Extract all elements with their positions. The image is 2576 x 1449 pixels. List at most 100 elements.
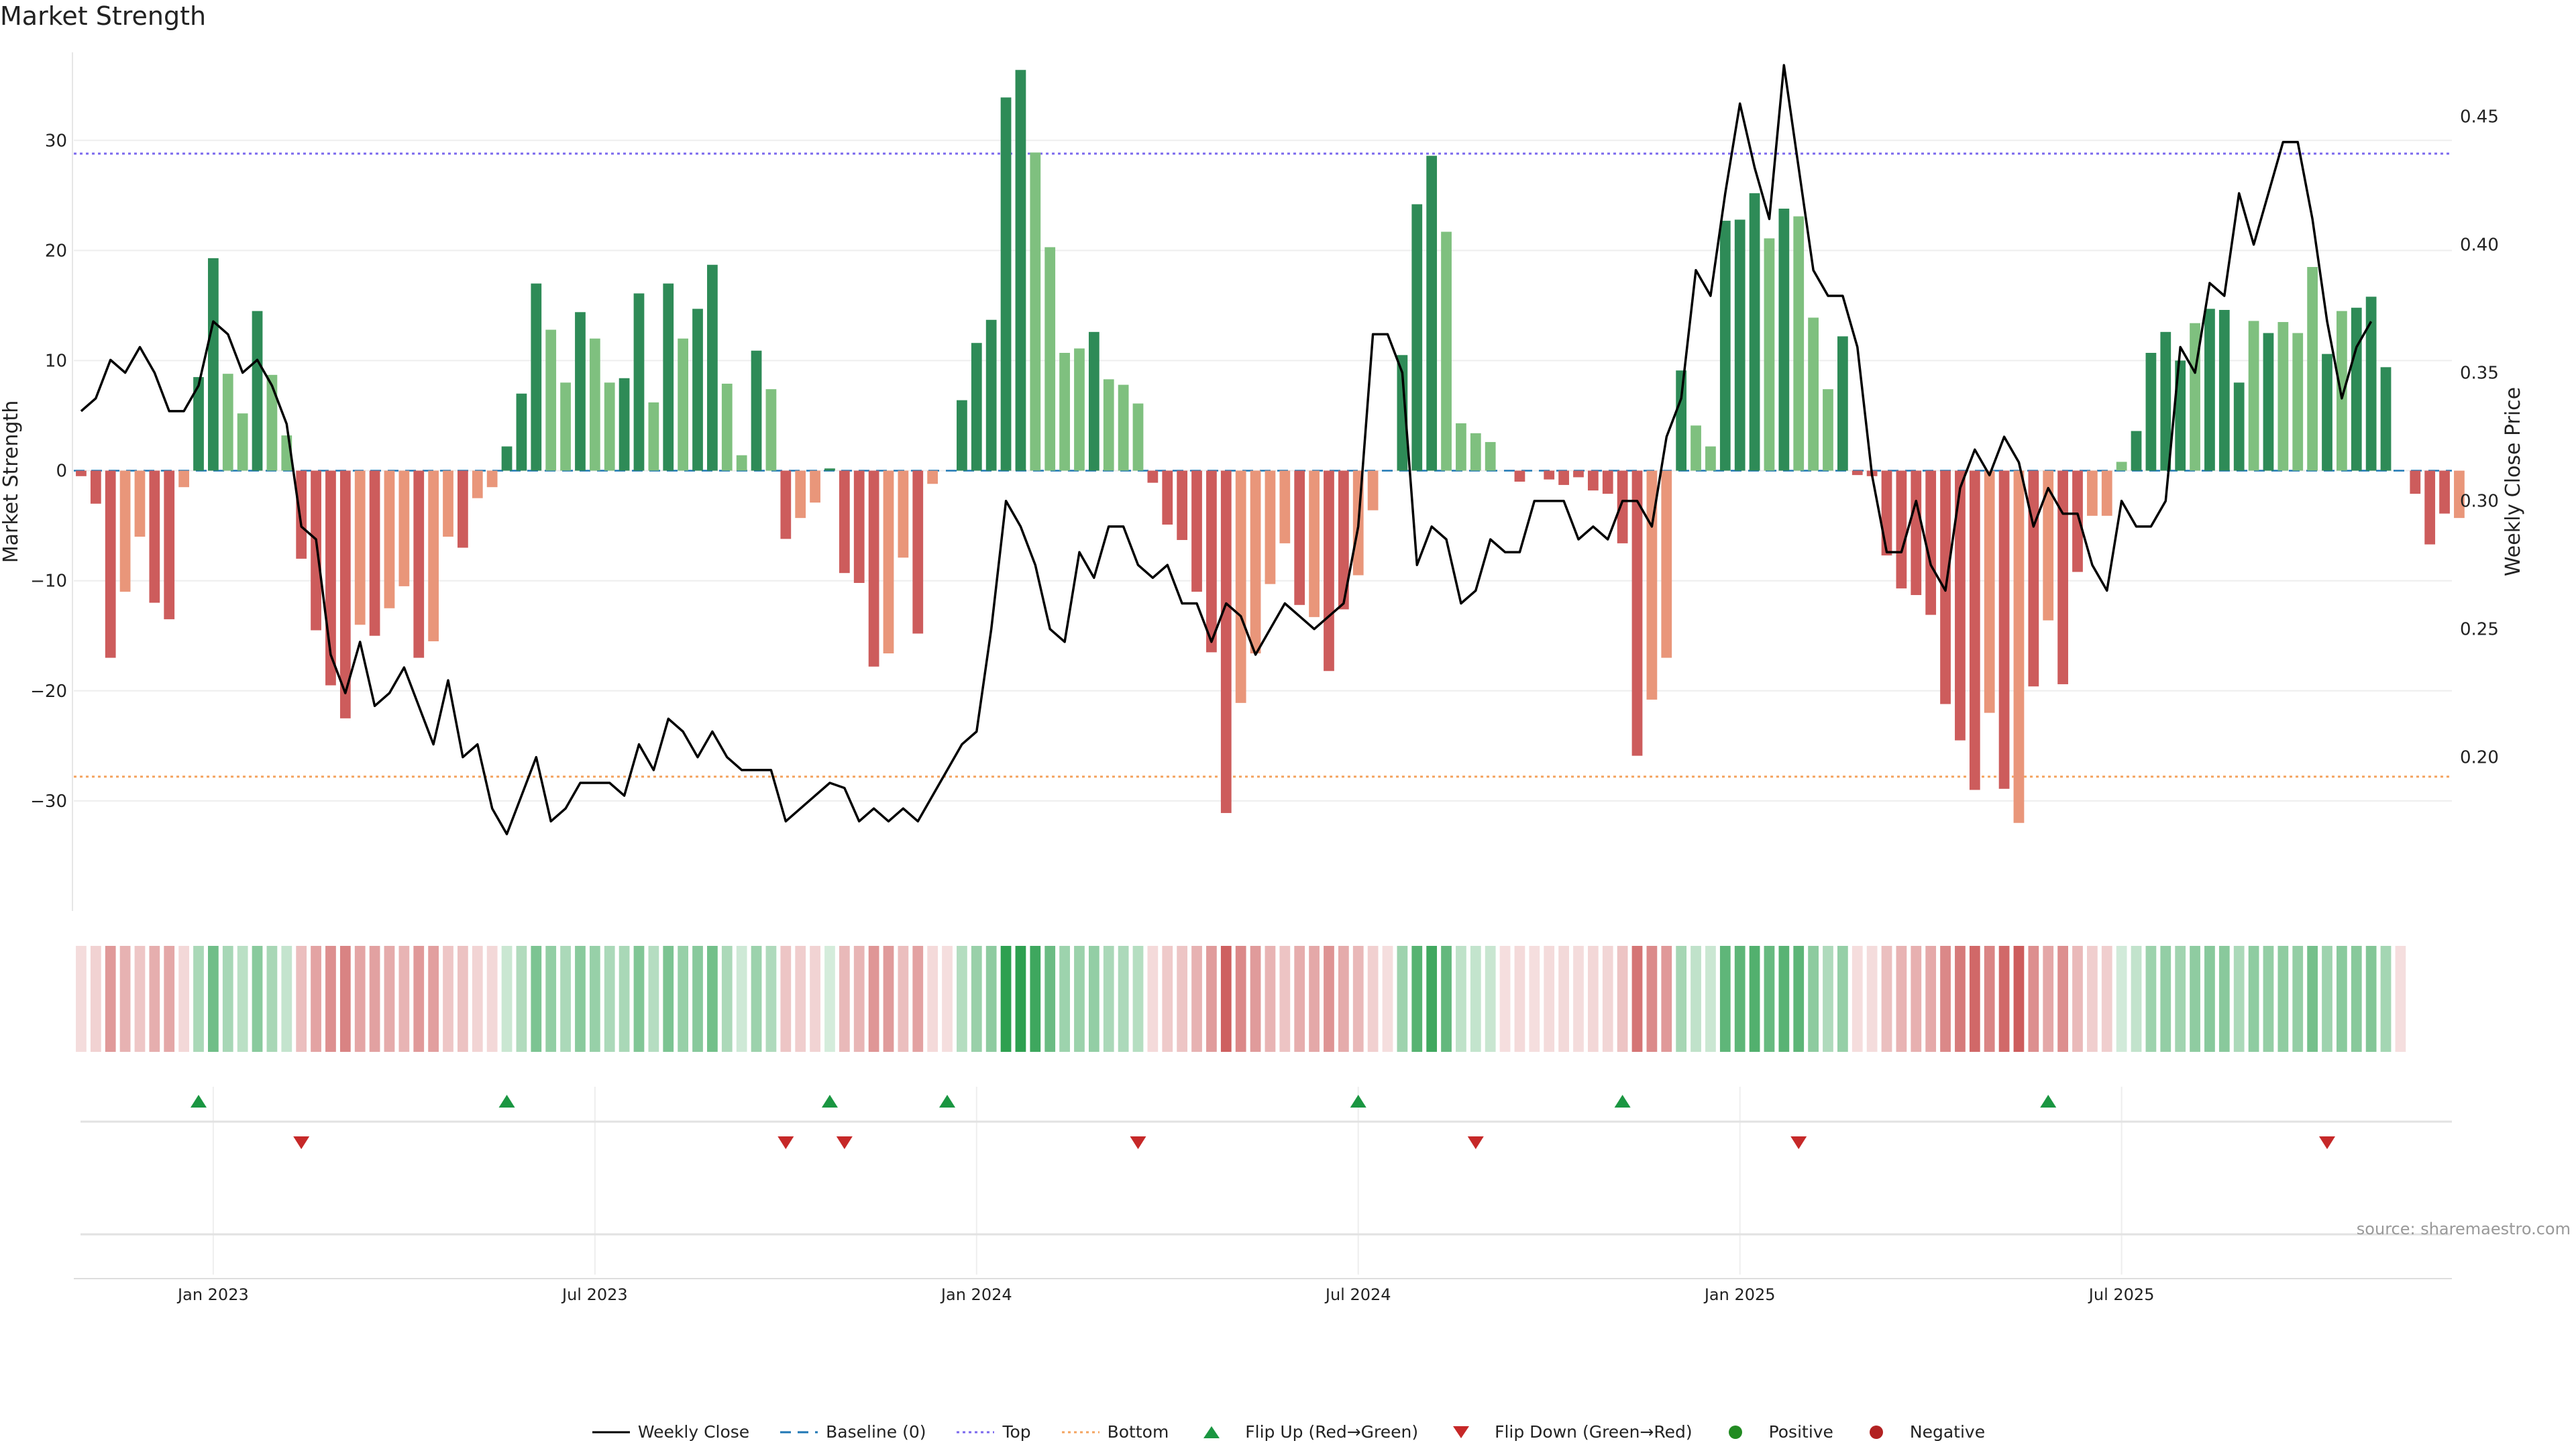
strength-bar bbox=[633, 293, 645, 471]
strength-bar bbox=[883, 470, 894, 653]
heat-cell bbox=[1896, 946, 1907, 1052]
strength-bar bbox=[2131, 431, 2142, 471]
strength-bar bbox=[458, 470, 468, 548]
strength-bar bbox=[311, 470, 321, 631]
legend-line-symbol bbox=[592, 1431, 630, 1433]
strength-bar bbox=[1074, 348, 1085, 471]
flip-up-marker bbox=[191, 1095, 207, 1108]
heat-cell bbox=[663, 946, 674, 1052]
heat-cell bbox=[2131, 946, 2142, 1052]
heat-cell bbox=[678, 946, 689, 1052]
heat-cell bbox=[633, 946, 645, 1052]
heat-cell bbox=[1529, 946, 1540, 1052]
strength-bar bbox=[384, 470, 395, 608]
chart-legend: Weekly Close Baseline (0) Top Bottom Fli… bbox=[0, 1422, 2576, 1444]
strength-bar bbox=[619, 378, 630, 471]
strength-bar bbox=[252, 311, 263, 471]
strength-bar bbox=[1265, 470, 1276, 584]
strength-bar bbox=[2337, 311, 2347, 471]
strength-bar bbox=[1220, 470, 1232, 813]
strength-heat-strip bbox=[76, 946, 2406, 1052]
heat-cell bbox=[1147, 946, 1159, 1052]
strength-bar bbox=[1837, 336, 1848, 471]
legend-label: Negative bbox=[1909, 1422, 1986, 1442]
strength-bar bbox=[1690, 425, 1701, 471]
heat-cell bbox=[1044, 946, 1056, 1052]
heat-cell bbox=[1573, 946, 1584, 1052]
strength-bar bbox=[1646, 470, 1658, 700]
heat-cell bbox=[2248, 946, 2259, 1052]
heat-cell bbox=[1250, 946, 1261, 1052]
heat-cell bbox=[2263, 946, 2274, 1052]
strength-bar bbox=[2277, 322, 2289, 471]
flip-up-marker bbox=[498, 1095, 515, 1108]
strength-bar bbox=[2248, 321, 2259, 471]
heat-cell bbox=[531, 946, 542, 1052]
strength-bar bbox=[868, 470, 879, 667]
strength-bar bbox=[1191, 470, 1202, 592]
strength-bar bbox=[1470, 433, 1481, 471]
strength-bar bbox=[1279, 470, 1291, 543]
flip-down-marker bbox=[293, 1136, 310, 1149]
heat-cell bbox=[516, 946, 527, 1052]
strength-bar bbox=[2116, 462, 2127, 471]
heat-cell bbox=[237, 946, 248, 1052]
heat-cell bbox=[2233, 946, 2245, 1052]
heat-cell bbox=[76, 946, 87, 1052]
strength-bar bbox=[486, 470, 498, 488]
strength-bar bbox=[339, 470, 351, 718]
heat-cell bbox=[957, 946, 967, 1052]
strength-bar bbox=[985, 319, 997, 471]
heat-cell bbox=[1191, 946, 1202, 1052]
heat-cell bbox=[2292, 946, 2304, 1052]
heat-cell bbox=[707, 946, 718, 1052]
flip-up-marker bbox=[1614, 1095, 1631, 1108]
strength-bar bbox=[178, 470, 189, 488]
heat-cell bbox=[736, 946, 747, 1052]
heat-cell bbox=[384, 946, 395, 1052]
strength-bar bbox=[1088, 331, 1099, 471]
strength-bar bbox=[105, 470, 116, 658]
weekly-close-line bbox=[80, 64, 2373, 836]
legend-dotted-symbol bbox=[1061, 1431, 1099, 1433]
strength-bar bbox=[707, 264, 718, 471]
source-note: source: sharemaestro.com bbox=[2356, 1220, 2571, 1238]
heat-cell bbox=[1587, 946, 1599, 1052]
strength-bar bbox=[898, 470, 909, 558]
heat-cell bbox=[1851, 946, 1863, 1052]
heat-cell bbox=[1132, 946, 1144, 1052]
flip-down-marker bbox=[1467, 1136, 1484, 1149]
strength-bar bbox=[1338, 470, 1349, 610]
strength-bar bbox=[2424, 470, 2436, 545]
strength-bar bbox=[296, 470, 307, 559]
strength-bar bbox=[1177, 470, 1188, 540]
strength-bar bbox=[428, 470, 439, 641]
strength-bar bbox=[2439, 470, 2450, 514]
heat-cell bbox=[2395, 946, 2406, 1052]
flip-down-marker bbox=[777, 1136, 794, 1149]
heat-cell bbox=[1441, 946, 1452, 1052]
heat-cell bbox=[1881, 946, 1892, 1052]
legend-label: Flip Down (Green→Red) bbox=[1495, 1422, 1693, 1442]
heat-cell bbox=[1764, 946, 1775, 1052]
strength-bar bbox=[516, 393, 527, 471]
heat-cell bbox=[2277, 946, 2289, 1052]
heat-cell bbox=[443, 946, 453, 1052]
legend-label: Flip Up (Red→Green) bbox=[1245, 1422, 1419, 1442]
chart-title: Market Strength bbox=[0, 1, 207, 31]
strength-bar bbox=[1823, 389, 1833, 471]
heat-cell bbox=[501, 946, 513, 1052]
flip-markers bbox=[191, 1095, 2335, 1149]
heat-cell bbox=[942, 946, 953, 1052]
x-tick-label: Jan 2023 bbox=[176, 1285, 249, 1304]
strength-bar bbox=[1925, 470, 1937, 615]
strength-bar bbox=[1705, 446, 1716, 471]
heat-cell bbox=[1411, 946, 1423, 1052]
heat-cell bbox=[560, 946, 571, 1052]
heat-cell bbox=[795, 946, 806, 1052]
heat-cell bbox=[2175, 946, 2186, 1052]
strength-bar bbox=[589, 338, 600, 471]
right-tick-label: 0.45 bbox=[2460, 107, 2499, 127]
heat-cell bbox=[325, 946, 336, 1052]
flip-up-marker bbox=[821, 1095, 838, 1108]
